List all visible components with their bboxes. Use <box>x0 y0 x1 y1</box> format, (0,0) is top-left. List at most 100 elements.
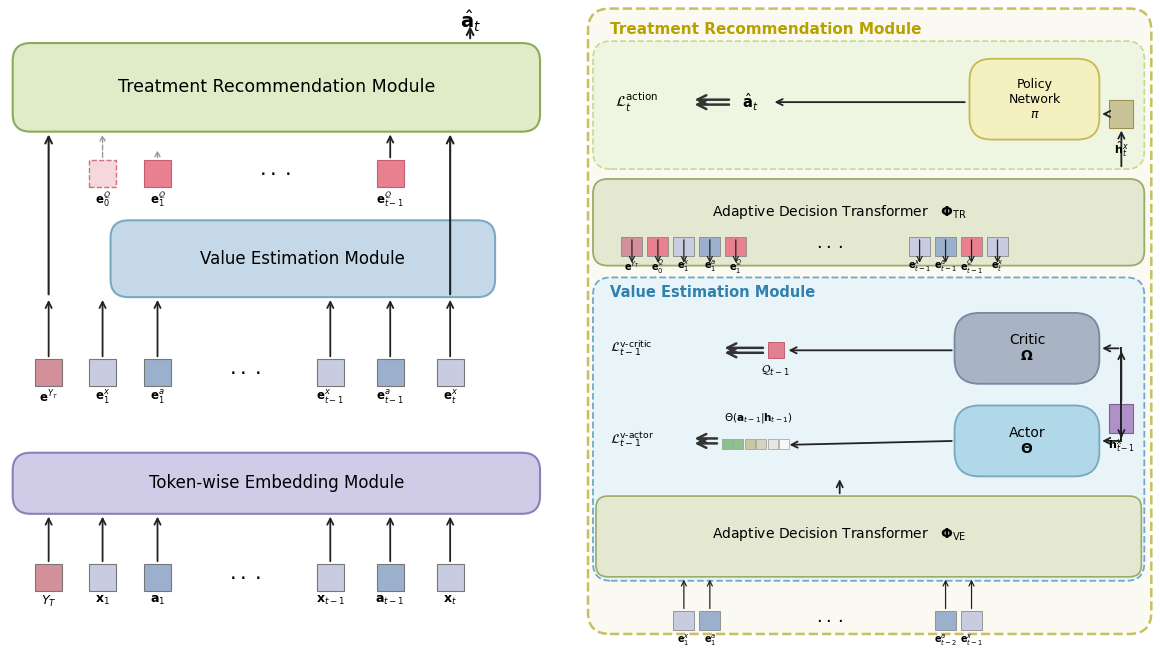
Bar <box>144 359 171 386</box>
Text: $\mathcal{L}^{\mathrm{v\text{-}actor}}_{t-1}$: $\mathcal{L}^{\mathrm{v\text{-}actor}}_{… <box>610 432 654 450</box>
Text: $\mathbf{e}^a_{t-1}$: $\mathbf{e}^a_{t-1}$ <box>376 389 404 406</box>
Bar <box>722 439 732 449</box>
Bar <box>89 359 116 386</box>
Bar <box>699 611 720 630</box>
Text: $\mathcal{L}^{\mathrm{action}}_t$: $\mathcal{L}^{\mathrm{action}}_t$ <box>615 90 658 114</box>
Text: $\cdot\cdot\cdot$: $\cdot\cdot\cdot$ <box>230 362 261 382</box>
FancyBboxPatch shape <box>588 8 1152 634</box>
Bar <box>35 564 63 590</box>
Bar <box>780 439 789 449</box>
Text: Actor
$\mathbf{\Theta}$: Actor $\mathbf{\Theta}$ <box>1009 426 1045 456</box>
FancyBboxPatch shape <box>596 496 1141 577</box>
Bar <box>756 439 767 449</box>
Text: $\mathbf{e}^x_t$: $\mathbf{e}^x_t$ <box>991 258 1003 274</box>
Text: $\mathbf{e}^a_1$: $\mathbf{e}^a_1$ <box>704 633 716 648</box>
Bar <box>436 564 464 590</box>
Bar <box>768 342 784 358</box>
Text: $Y_T$: $Y_T$ <box>41 594 57 609</box>
Text: $\mathbf{e}^x_{t-1}$: $\mathbf{e}^x_{t-1}$ <box>959 633 984 648</box>
Text: $\mathbf{x}_1$: $\mathbf{x}_1$ <box>95 594 110 607</box>
Text: $\mathbf{e}^{\mathcal{Q}}_{t-1}$: $\mathbf{e}^{\mathcal{Q}}_{t-1}$ <box>376 190 404 208</box>
Text: $\mathbf{a}_1$: $\mathbf{a}_1$ <box>150 594 165 607</box>
Text: $\mathbf{e}^{\mathcal{Q}}_{t-1}$: $\mathbf{e}^{\mathcal{Q}}_{t-1}$ <box>959 258 984 276</box>
Bar <box>699 237 720 256</box>
Bar <box>377 564 404 590</box>
Bar <box>622 237 643 256</box>
Bar <box>144 564 171 590</box>
Text: Value Estimation Module: Value Estimation Module <box>610 284 815 299</box>
FancyBboxPatch shape <box>955 406 1100 477</box>
Bar <box>377 160 404 187</box>
Text: $\mathbf{e}^a_1$: $\mathbf{e}^a_1$ <box>704 258 716 274</box>
Text: $\hat{\mathbf{a}}_t$: $\hat{\mathbf{a}}_t$ <box>741 91 757 113</box>
Text: Value Estimation Module: Value Estimation Module <box>201 250 405 268</box>
Text: $\mathbf{e}^a_1$: $\mathbf{e}^a_1$ <box>150 389 165 406</box>
Text: Policy
Network
$\pi$: Policy Network $\pi$ <box>1008 77 1060 120</box>
Text: $\cdot\cdot\cdot$: $\cdot\cdot\cdot$ <box>230 567 261 587</box>
Text: $\cdot\cdot\cdot$: $\cdot\cdot\cdot$ <box>260 163 291 183</box>
Text: $\mathbf{e}^x_t$: $\mathbf{e}^x_t$ <box>443 389 458 406</box>
Text: $\mathbf{e}^{\mathcal{Q}}_0$: $\mathbf{e}^{\mathcal{Q}}_0$ <box>95 190 110 208</box>
Bar <box>768 439 777 449</box>
FancyBboxPatch shape <box>970 59 1100 139</box>
FancyBboxPatch shape <box>955 313 1100 384</box>
Bar <box>1109 100 1133 128</box>
Bar <box>436 359 464 386</box>
Text: $\hat{\mathbf{a}}_t$: $\hat{\mathbf{a}}_t$ <box>459 8 480 34</box>
Text: $\mathbf{x}_{t-1}$: $\mathbf{x}_{t-1}$ <box>316 594 345 607</box>
Text: $\mathbf{e}^{\mathcal{Q}}_1$: $\mathbf{e}^{\mathcal{Q}}_1$ <box>728 258 742 276</box>
Text: $\mathbf{e}^a_{t-1}$: $\mathbf{e}^a_{t-1}$ <box>934 258 957 274</box>
FancyBboxPatch shape <box>593 41 1144 169</box>
Text: $\mathbf{e}^x_1$: $\mathbf{e}^x_1$ <box>95 389 110 406</box>
Text: Adaptive Decision Transformer   $\mathbf{\Phi}_{\mathrm{TR}}$: Adaptive Decision Transformer $\mathbf{\… <box>712 204 967 221</box>
Text: $\mathbf{x}_t$: $\mathbf{x}_t$ <box>443 594 457 607</box>
Text: $\cdot\cdot\cdot$: $\cdot\cdot\cdot$ <box>815 237 843 255</box>
Text: Token-wise Embedding Module: Token-wise Embedding Module <box>148 475 404 492</box>
Text: $\mathbf{e}^x_{t-1}$: $\mathbf{e}^x_{t-1}$ <box>317 389 345 406</box>
Text: Treatment Recommendation Module: Treatment Recommendation Module <box>117 78 435 96</box>
Bar <box>935 237 956 256</box>
Bar <box>89 160 116 187</box>
Text: $\mathbf{a}_{t-1}$: $\mathbf{a}_{t-1}$ <box>376 594 405 607</box>
Bar <box>35 359 63 386</box>
Text: $\mathbf{e}^{Y_T}$: $\mathbf{e}^{Y_T}$ <box>39 389 58 406</box>
Text: Treatment Recommendation Module: Treatment Recommendation Module <box>610 21 921 36</box>
Text: $\mathcal{L}^{\mathrm{v\text{-}critic}}_{t-1}$: $\mathcal{L}^{\mathrm{v\text{-}critic}}_… <box>610 339 652 358</box>
Text: $\hat{\mathbf{h}}^x_t$: $\hat{\mathbf{h}}^x_t$ <box>1114 139 1129 159</box>
Bar <box>935 611 956 630</box>
Bar <box>987 237 1008 256</box>
Bar <box>144 160 171 187</box>
Bar <box>725 237 746 256</box>
Text: Adaptive Decision Transformer   $\mathbf{\Phi}_{\mathrm{VE}}$: Adaptive Decision Transformer $\mathbf{\… <box>712 525 967 542</box>
FancyBboxPatch shape <box>593 277 1144 581</box>
FancyBboxPatch shape <box>13 452 541 514</box>
Text: Critic
$\mathbf{\Omega}$: Critic $\mathbf{\Omega}$ <box>1009 333 1045 363</box>
Bar <box>674 237 695 256</box>
Bar <box>317 564 343 590</box>
Text: $\mathbf{e}^{\mathcal{Q}}_1$: $\mathbf{e}^{\mathcal{Q}}_1$ <box>150 190 166 208</box>
Bar <box>317 359 343 386</box>
Text: $\mathbf{e}^x_1$: $\mathbf{e}^x_1$ <box>677 258 690 274</box>
Bar <box>909 237 930 256</box>
Bar <box>733 439 744 449</box>
Text: $\mathbf{e}^{Y_T}$: $\mathbf{e}^{Y_T}$ <box>624 258 640 273</box>
Bar <box>89 564 116 590</box>
Text: $\mathbf{h}^x_{t-1}$: $\mathbf{h}^x_{t-1}$ <box>1108 437 1134 454</box>
Bar <box>647 237 668 256</box>
Text: $\mathbf{e}^a_{t-2}$: $\mathbf{e}^a_{t-2}$ <box>934 633 957 648</box>
Bar <box>745 439 755 449</box>
FancyBboxPatch shape <box>13 43 541 132</box>
Bar <box>960 237 983 256</box>
Text: $\Theta(\mathbf{a}_{t-1}|\mathbf{h}_{t-1})$: $\Theta(\mathbf{a}_{t-1}|\mathbf{h}_{t-1… <box>724 411 792 425</box>
Text: $\mathbf{e}^{\mathcal{Q}}_0$: $\mathbf{e}^{\mathcal{Q}}_0$ <box>651 258 665 276</box>
Text: $\mathbf{e}^x_1$: $\mathbf{e}^x_1$ <box>677 633 690 648</box>
FancyBboxPatch shape <box>593 179 1144 266</box>
Bar <box>960 611 983 630</box>
Bar <box>1109 404 1133 433</box>
Text: $\mathbf{e}^x_{t-1}$: $\mathbf{e}^x_{t-1}$ <box>908 258 931 274</box>
Text: $\cdot\cdot\cdot$: $\cdot\cdot\cdot$ <box>815 611 843 629</box>
Text: $\mathcal{Q}_{t-1}$: $\mathcal{Q}_{t-1}$ <box>761 364 790 378</box>
FancyBboxPatch shape <box>110 220 495 297</box>
Bar <box>674 611 695 630</box>
Bar <box>377 359 404 386</box>
